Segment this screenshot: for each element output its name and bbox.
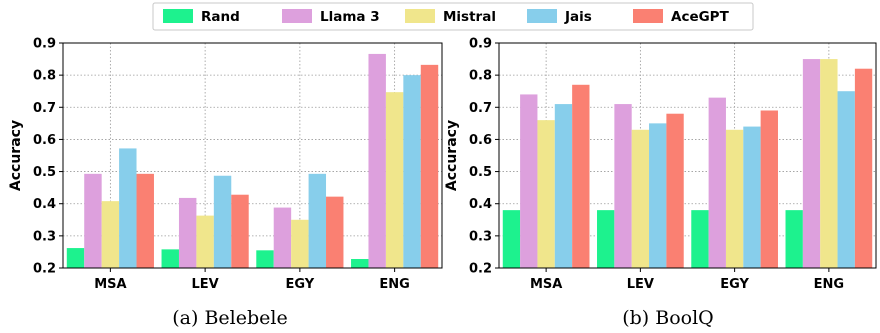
bar	[326, 196, 344, 268]
y-tick-label: 0.8	[33, 69, 56, 84]
y-tick-label: 0.7	[33, 101, 56, 116]
bar	[403, 75, 421, 269]
legend-swatch	[282, 9, 312, 23]
bar	[597, 210, 615, 268]
bar	[178, 197, 197, 268]
legend-swatch	[163, 9, 193, 23]
legend-entry: Rand	[163, 9, 240, 25]
bar	[802, 59, 821, 269]
panel-caption: (a) Belebele	[172, 307, 287, 329]
legend-swatch	[527, 9, 557, 23]
bar	[708, 97, 726, 269]
bar	[691, 210, 709, 268]
bar	[368, 53, 386, 268]
legend-swatch	[405, 9, 435, 23]
y-tick-label: 0.3	[469, 229, 492, 244]
bar	[554, 104, 573, 268]
y-tick-label: 0.5	[469, 165, 492, 180]
y-tick-label: 0.4	[33, 197, 56, 212]
x-tick-label: ENG	[814, 277, 844, 292]
legend-label: Rand	[201, 9, 240, 25]
bar	[725, 129, 744, 268]
bar	[385, 92, 404, 268]
x-tick-label: MSA	[94, 277, 126, 292]
bar	[231, 194, 249, 268]
chart-panel: 0.2 0.3 0.4 0.5 0.6 0.7 0.8 0.9 MSA LEV EGY ENG Accu…	[8, 37, 443, 329]
legend-entry: Llama 3	[282, 9, 380, 25]
plot-frame	[62, 42, 443, 269]
bar	[743, 126, 761, 268]
bar	[196, 215, 214, 268]
y-tick-label: 0.8	[469, 69, 492, 84]
legend-label: AceGPT	[671, 9, 730, 25]
x-tick-label: LEV	[192, 277, 219, 292]
legend-label: Jais	[564, 9, 592, 25]
bar	[101, 201, 120, 268]
x-tick-label: EGY	[720, 277, 749, 292]
bar	[291, 219, 309, 268]
legend-entry: AceGPT	[633, 9, 730, 25]
bar	[502, 210, 521, 268]
legend: Rand Llama 3 Mistral Jais AceGPT	[152, 2, 754, 31]
x-tick-label: EGY	[286, 277, 315, 292]
y-tick-label: 0.9	[33, 37, 56, 52]
x-tick-label: LEV	[627, 277, 654, 292]
legend-entry: Jais	[527, 9, 592, 25]
y-axis-label: Accuracy	[444, 120, 460, 191]
chart-panel: 0.2 0.3 0.4 0.5 0.6 0.7 0.8 0.9 MSA LEV EGY ENG Accu…	[444, 37, 877, 329]
bar	[351, 259, 369, 268]
bar	[256, 250, 274, 268]
x-tick-label: MSA	[530, 277, 562, 292]
bar	[213, 175, 232, 268]
y-tick-label: 0.9	[469, 37, 492, 52]
y-tick-label: 0.2	[469, 262, 492, 277]
bar	[420, 64, 439, 268]
bar	[837, 91, 855, 268]
bar	[308, 173, 327, 268]
bar	[785, 210, 803, 268]
bar	[572, 84, 590, 269]
bar	[820, 59, 838, 269]
bar	[666, 113, 684, 268]
x-tick-label: ENG	[379, 277, 409, 292]
bar	[537, 120, 555, 269]
y-tick-label: 0.6	[469, 133, 492, 148]
bar	[854, 68, 873, 268]
bar	[520, 94, 538, 268]
y-tick-label: 0.7	[469, 101, 492, 116]
plot-frame	[498, 42, 877, 269]
y-tick-label: 0.2	[33, 262, 56, 277]
bar	[161, 249, 179, 268]
y-tick-label: 0.4	[469, 197, 492, 212]
bar	[273, 207, 292, 268]
bar	[66, 248, 85, 268]
y-axis-label: Accuracy	[8, 120, 24, 191]
legend-label: Mistral	[443, 9, 496, 25]
legend-label: Llama 3	[320, 9, 380, 25]
legend-swatch	[633, 9, 663, 23]
bar	[136, 173, 154, 268]
y-tick-label: 0.3	[33, 229, 56, 244]
bar	[84, 173, 102, 268]
bar	[614, 104, 632, 268]
panel-caption: (b) BoolQ	[622, 307, 714, 329]
y-tick-label: 0.6	[33, 133, 56, 148]
bar	[631, 129, 650, 268]
bar	[649, 123, 667, 268]
y-tick-label: 0.5	[33, 165, 56, 180]
bar	[119, 148, 137, 268]
bar	[760, 110, 778, 268]
legend-entry: Mistral	[405, 9, 496, 25]
